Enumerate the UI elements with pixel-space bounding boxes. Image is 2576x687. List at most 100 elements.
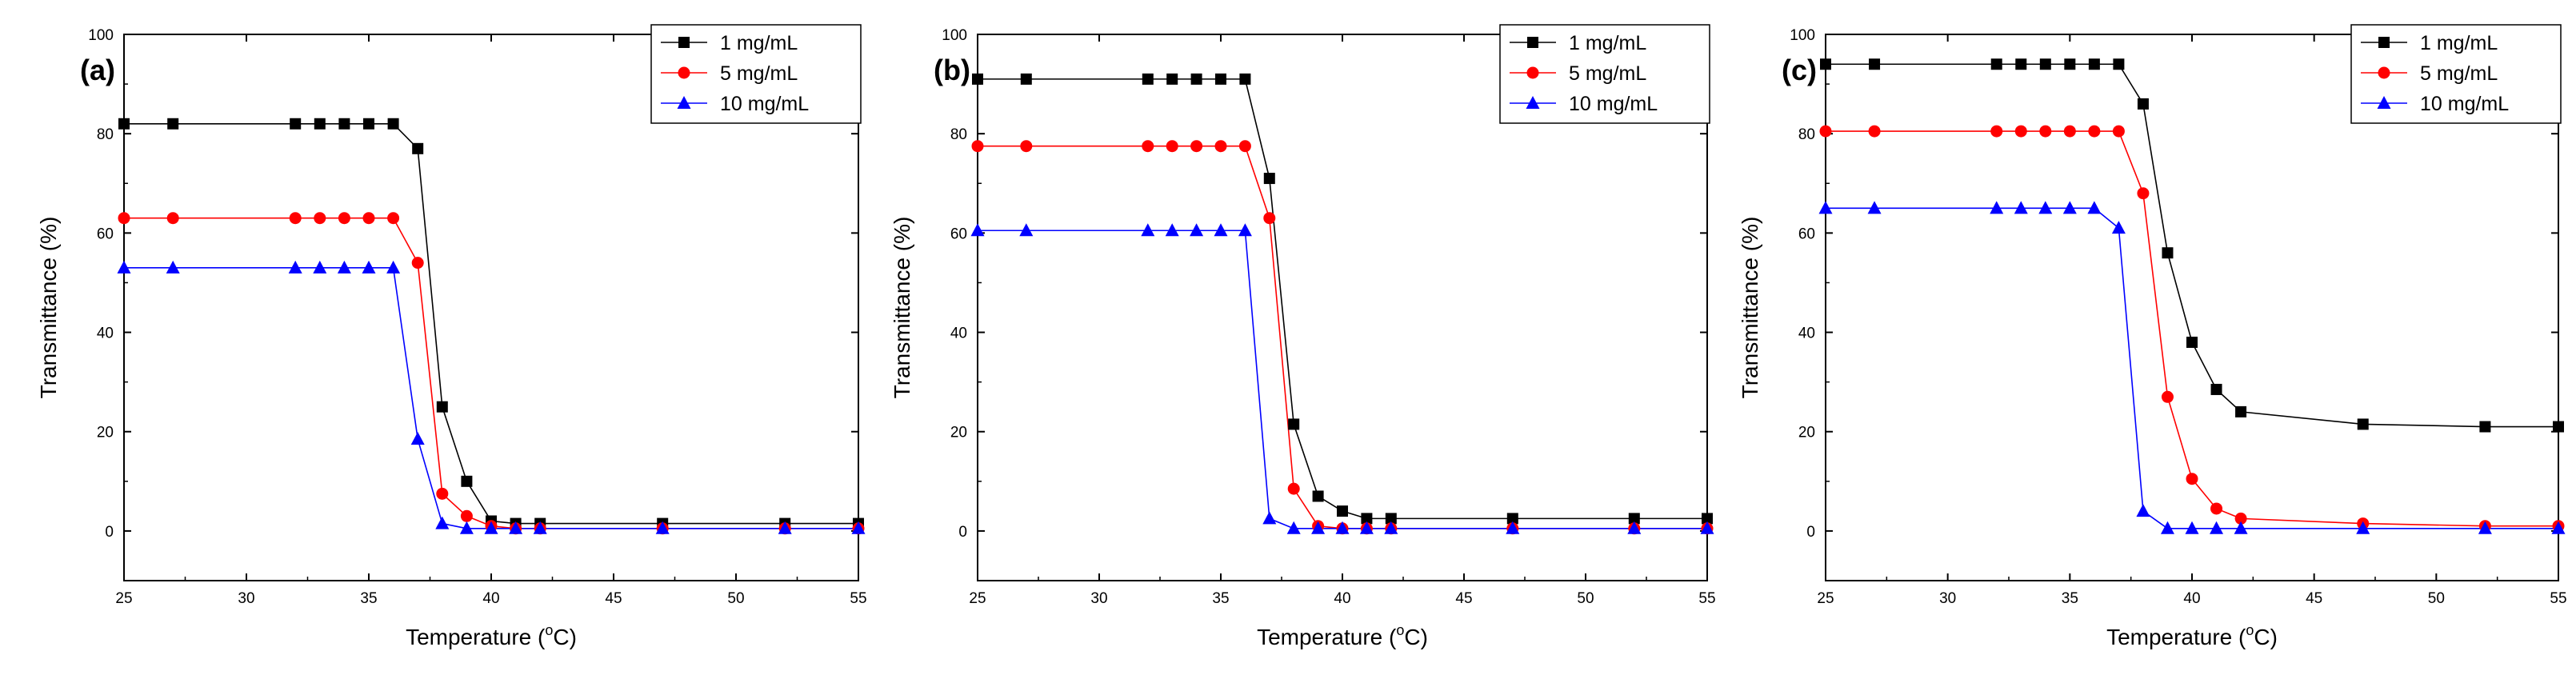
data-point <box>1311 521 1326 534</box>
data-point <box>2160 521 2174 534</box>
data-point <box>2014 201 2028 214</box>
data-point <box>533 521 547 534</box>
legend-marker <box>2377 96 2391 109</box>
data-point <box>2039 58 2051 70</box>
data-point <box>2088 58 2100 70</box>
data-point <box>1628 513 1640 525</box>
data-point <box>1990 125 2003 138</box>
degree-superscript: o <box>545 622 553 638</box>
data-point <box>2210 383 2222 395</box>
data-point <box>1819 125 1832 138</box>
series-line-3 <box>124 267 858 529</box>
data-point <box>338 212 350 225</box>
data-point <box>386 260 401 274</box>
x-tick-label: 45 <box>605 590 622 607</box>
data-point <box>972 73 983 85</box>
legend-marker <box>1526 66 1539 79</box>
data-point <box>167 118 179 130</box>
y-axis-title: Transmittance (%) <box>1738 217 1762 399</box>
legend-label: 1 mg/mL <box>2420 32 2498 54</box>
data-point <box>1335 521 1350 534</box>
x-tick-label: 25 <box>1817 590 1834 607</box>
data-point <box>1385 513 1397 525</box>
data-point <box>2551 521 2566 534</box>
data-point <box>1869 58 1881 70</box>
data-point <box>2063 125 2076 138</box>
x-tick-label: 55 <box>2550 590 2566 607</box>
data-point <box>1287 482 1300 495</box>
series-line-2 <box>1826 130 2558 527</box>
data-point <box>2137 98 2149 110</box>
data-point <box>1990 201 2004 214</box>
data-point <box>1214 140 1227 153</box>
series-line-1 <box>1826 63 2558 428</box>
data-point <box>118 212 130 225</box>
x-axis-title-main: Temperature ( <box>1257 625 1397 649</box>
data-point <box>1238 140 1251 153</box>
chart-panel-3: 25 30 35 40 45 50 55 0 20 40 60 80 100 Transmittance … <box>1738 24 2567 649</box>
data-point <box>1262 511 1277 525</box>
degree-superscript: o <box>2246 622 2254 638</box>
data-point <box>436 487 449 500</box>
x-tick-label: 45 <box>2306 590 2322 607</box>
x-tick-label: 25 <box>969 590 986 607</box>
x-axis-unit: C) <box>2254 625 2278 649</box>
data-point <box>117 260 131 274</box>
panel-label: (c) <box>1782 54 1817 86</box>
data-point <box>2014 125 2027 138</box>
data-point <box>2186 473 2198 485</box>
data-point <box>1312 490 1324 502</box>
data-point <box>410 432 425 445</box>
legend: 1 mg/mL 5 mg/mL 10 mg/mL <box>650 24 862 124</box>
legend-label: 10 mg/mL <box>2420 93 2509 115</box>
x-axis-unit: C) <box>553 625 577 649</box>
y-tick-label: 20 <box>97 425 114 441</box>
y-tick-label: 60 <box>1798 226 1815 242</box>
y-tick-label: 40 <box>950 326 967 342</box>
data-point <box>655 521 670 534</box>
data-point <box>1239 73 1251 85</box>
y-tick-label: 80 <box>97 126 114 143</box>
data-point <box>166 260 180 274</box>
data-point <box>2185 521 2199 534</box>
data-point <box>2478 521 2492 534</box>
data-point <box>851 521 866 534</box>
data-point <box>1165 223 1179 237</box>
data-point <box>314 118 326 130</box>
data-point <box>1020 140 1033 153</box>
data-point <box>1166 140 1178 153</box>
data-point <box>387 212 400 225</box>
x-tick-label: 50 <box>2428 590 2445 607</box>
data-point <box>288 260 302 274</box>
panel-label: (a) <box>80 54 115 86</box>
data-point <box>2186 336 2198 348</box>
data-point <box>337 260 351 274</box>
legend-label: 10 mg/mL <box>1569 93 1658 115</box>
data-point <box>1190 140 1203 153</box>
data-point <box>1337 505 1348 517</box>
data-point <box>118 118 130 130</box>
data-point <box>436 401 448 413</box>
data-point <box>2113 58 2125 70</box>
data-point <box>387 118 399 130</box>
legend-label: 5 mg/mL <box>1569 62 1646 85</box>
y-tick-label: 60 <box>950 226 967 242</box>
x-tick-label: 40 <box>482 590 499 607</box>
y-axis-title: Transmittance (%) <box>36 217 61 399</box>
y-tick-label: 40 <box>1798 326 1815 342</box>
data-point <box>1020 73 1032 85</box>
data-point <box>1868 125 1881 138</box>
data-point <box>2087 201 2102 214</box>
panel-label: (b) <box>934 54 970 86</box>
legend-label: 5 mg/mL <box>720 62 798 85</box>
data-point <box>460 509 473 522</box>
x-tick-label: 35 <box>1212 590 1229 607</box>
series-line-2 <box>978 145 1707 529</box>
data-point <box>1263 173 1275 185</box>
data-point <box>970 223 985 237</box>
y-tick-label: 40 <box>97 326 114 342</box>
legend-marker <box>678 37 690 48</box>
data-point <box>1286 521 1301 534</box>
series-line-2 <box>124 217 858 529</box>
